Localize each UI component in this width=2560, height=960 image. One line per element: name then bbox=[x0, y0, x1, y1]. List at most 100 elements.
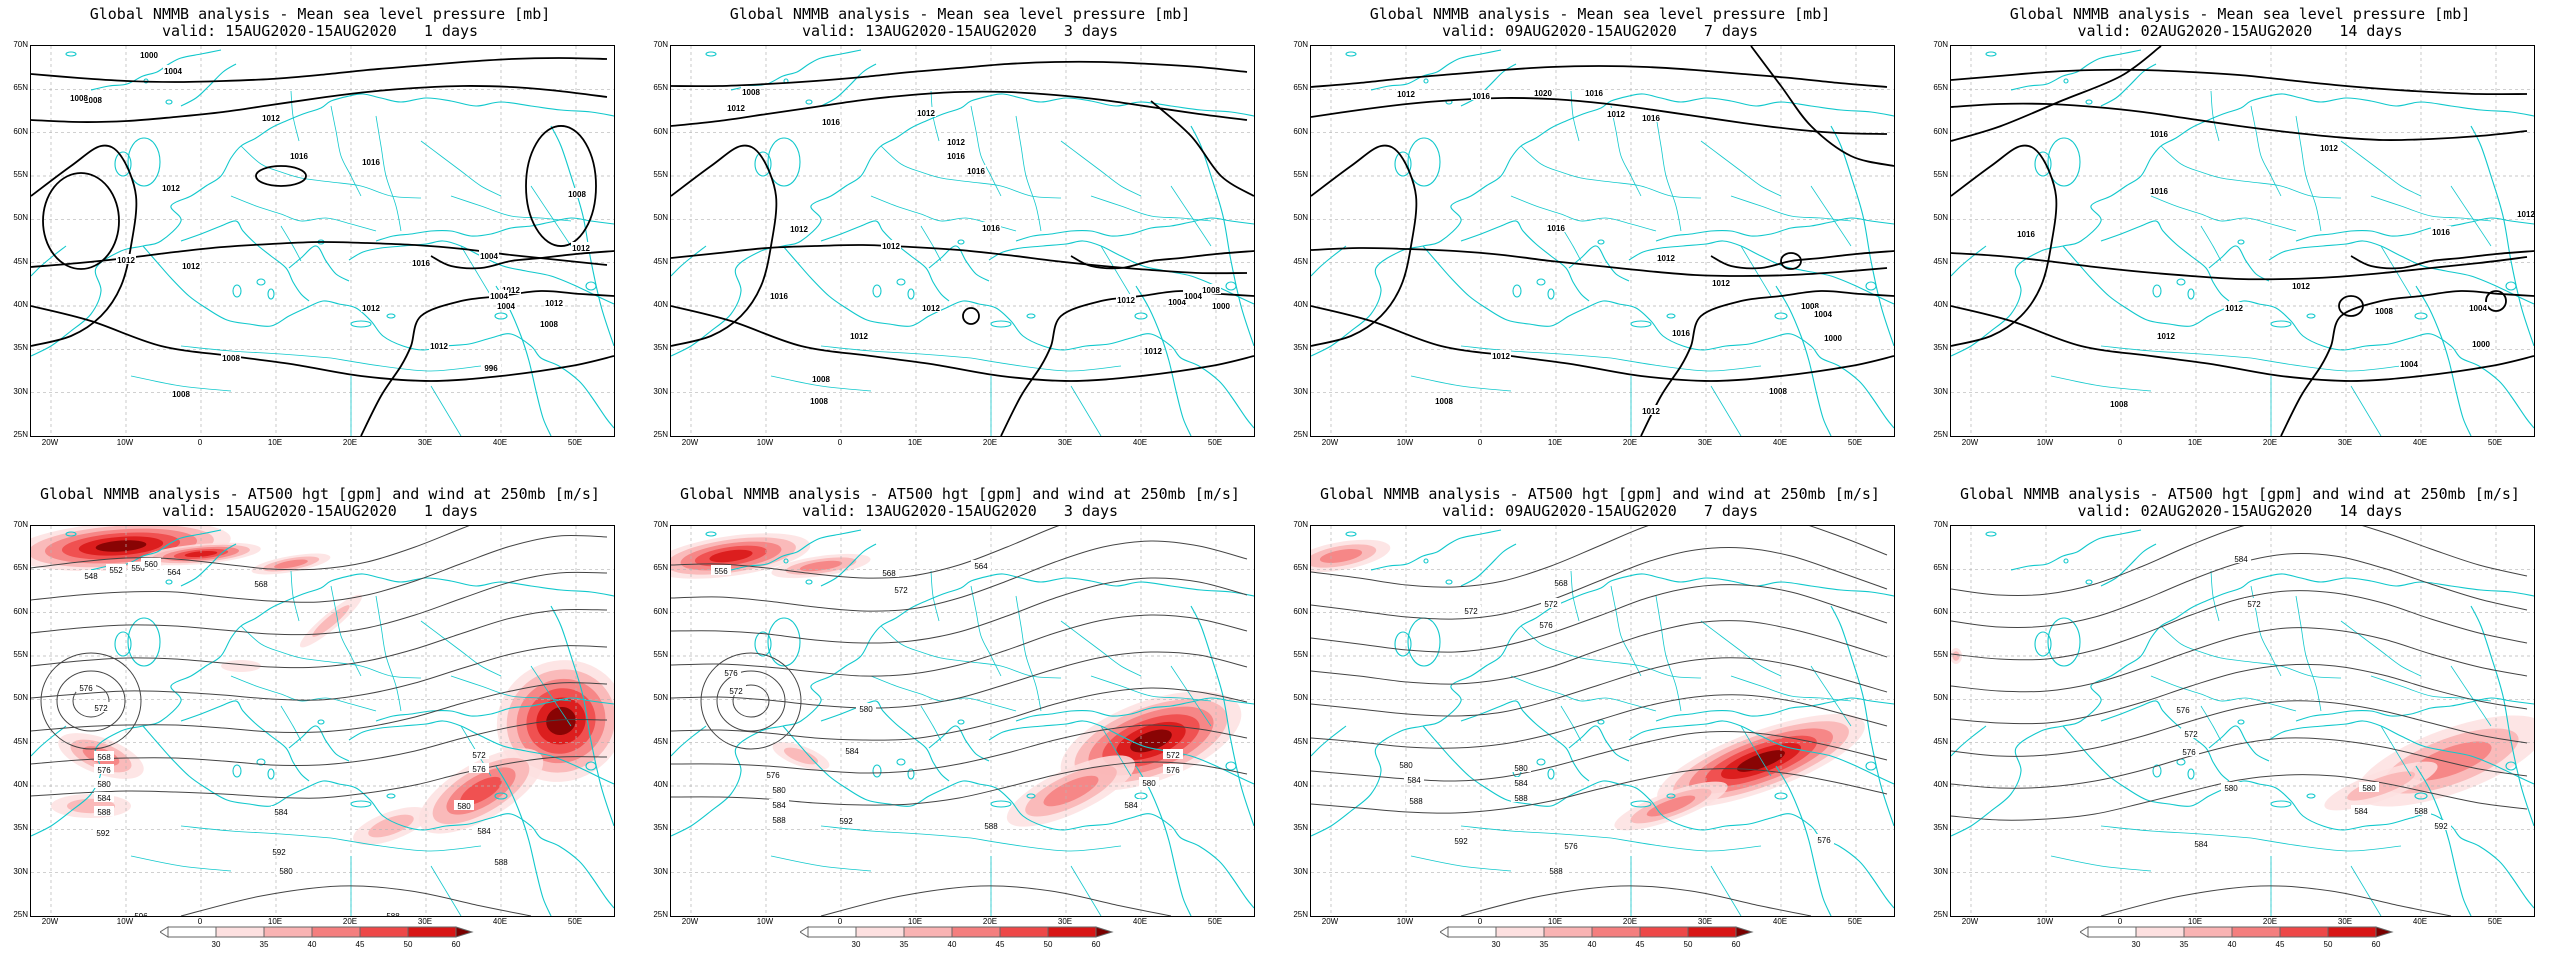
contour-label-bg bbox=[489, 290, 509, 300]
country-border bbox=[880, 625, 1062, 679]
colorbar-segment bbox=[1591, 926, 1641, 938]
latitude-tick-label: 30N bbox=[1293, 386, 1308, 396]
country-border bbox=[330, 837, 482, 852]
contour-label-bg bbox=[842, 745, 862, 755]
longitude-tick-label: 20E bbox=[2262, 438, 2278, 447]
country-border bbox=[290, 570, 300, 622]
latitude-tick-label: 70N bbox=[653, 40, 668, 49]
contour-label-bg bbox=[1584, 87, 1604, 97]
contour-label-bg bbox=[361, 156, 381, 166]
country-border bbox=[290, 90, 300, 142]
coastline-segment bbox=[1830, 605, 1894, 827]
height-contour-line bbox=[1951, 590, 2528, 661]
coastline-segment bbox=[2415, 285, 2472, 436]
contour-label-bg bbox=[269, 846, 289, 856]
contour-value-label: 1004 bbox=[490, 292, 508, 301]
coastline-segment bbox=[1190, 605, 1254, 827]
contour-label-bg bbox=[769, 814, 789, 824]
country-border bbox=[1070, 385, 1102, 436]
coastline-segment bbox=[1460, 220, 1590, 302]
country-border bbox=[1810, 665, 1852, 727]
isobar-line bbox=[1640, 290, 1894, 436]
colorbar-segment bbox=[2135, 926, 2185, 938]
country-border bbox=[420, 140, 502, 197]
island-outline bbox=[957, 239, 965, 245]
coastline-segment bbox=[2295, 217, 2534, 242]
country-border bbox=[1610, 105, 1642, 197]
map-canvas: 1016 1016 1016 1012 1016 1012 1012 1012 1008 1004… bbox=[1951, 46, 2534, 436]
contour-label-bg bbox=[763, 769, 783, 779]
wind-shade-band bbox=[799, 560, 843, 572]
country-border bbox=[1100, 725, 1132, 777]
height-contour-line bbox=[31, 645, 608, 701]
contour-label-bg bbox=[481, 362, 501, 372]
panel-title: Global NMMB analysis - AT500 hgt [gpm] a… bbox=[680, 485, 1240, 503]
height-contour-line bbox=[1951, 737, 2528, 789]
longitude-tick-label: 10E bbox=[267, 438, 283, 447]
coastline-segment bbox=[2062, 725, 2534, 909]
latitude-tick-label: 45N bbox=[1933, 736, 1948, 746]
contour-value-label: 1012 bbox=[502, 286, 520, 295]
country-border bbox=[970, 105, 1002, 197]
longitude-tick-label: 0 bbox=[837, 438, 843, 447]
contour-label-bg bbox=[2468, 302, 2488, 312]
colorbar-tick-label: 50 bbox=[1043, 940, 1053, 949]
lat-lon-grid bbox=[671, 46, 1254, 436]
island-outline bbox=[65, 51, 77, 57]
isobar-line bbox=[42, 172, 120, 270]
height-contour-line bbox=[700, 652, 802, 750]
latitude-tick-label: 40N bbox=[1293, 300, 1308, 309]
coastline-segment bbox=[1568, 725, 1630, 762]
isobar-line bbox=[1951, 102, 2528, 141]
longitude-tick-label: 10E bbox=[2187, 917, 2203, 926]
contour-label-bg bbox=[1167, 296, 1187, 306]
contour-value-label: 588 bbox=[97, 808, 111, 817]
contour-value-label: 1012 bbox=[2320, 144, 2338, 153]
map-frame: 584 572 576 572 576 580 584 588 592 580 584 bbox=[1950, 525, 2535, 917]
country-border bbox=[1570, 90, 1580, 142]
latitude-tick-label: 40N bbox=[13, 300, 28, 309]
contour-label-bg bbox=[2224, 302, 2244, 312]
island-outline bbox=[114, 631, 132, 657]
colorbar-tick-label: 50 bbox=[403, 940, 413, 949]
contour-value-label: 556 bbox=[131, 564, 145, 573]
contour-value-label: 564 bbox=[167, 568, 181, 577]
longitude-tick-label: 10W bbox=[756, 917, 774, 926]
contour-value-label: 576 bbox=[1166, 766, 1180, 775]
longitude-tick-label: 10W bbox=[756, 438, 774, 447]
longitude-tick-label: 30E bbox=[2337, 438, 2353, 447]
isobar-line bbox=[671, 305, 1254, 382]
island-outline bbox=[1026, 793, 1036, 799]
contour-value-label: 576 bbox=[2176, 706, 2190, 715]
coastline-segment bbox=[375, 217, 614, 242]
latitude-tick-label: 25N bbox=[653, 910, 668, 919]
contour-label-bg bbox=[2319, 142, 2339, 152]
panel-valid-period: valid: 09AUG2020-15AUG2020 7 days bbox=[1441, 22, 1759, 40]
contour-label-bg bbox=[2173, 704, 2193, 714]
contour-label-bg bbox=[571, 242, 591, 252]
longitude-tick-label: 10E bbox=[907, 438, 923, 447]
colorbar-tick-label: 60 bbox=[1091, 940, 1101, 949]
coastline-segment bbox=[495, 765, 552, 916]
contour-labels: 548 552 556 560 564 568 576 572 568 576 580 584 588 5… bbox=[76, 558, 511, 916]
coastline-segment bbox=[1951, 573, 2534, 837]
contour-label-bg bbox=[2191, 838, 2211, 848]
contour-label-bg bbox=[1471, 90, 1491, 100]
wind-speed-shading bbox=[1311, 539, 1865, 831]
latitude-tick-label: 50N bbox=[653, 213, 668, 223]
wind-shade-band bbox=[546, 706, 576, 736]
map-canvas: 548 552 556 560 564 568 576 572 568 576 580 584 588 5… bbox=[31, 526, 614, 916]
contour-value-label: 572 bbox=[1464, 607, 1478, 616]
coastline-segment bbox=[31, 573, 614, 837]
contour-label-bg bbox=[881, 240, 901, 250]
country-border bbox=[1520, 145, 1702, 199]
latitude-tick-label: 30N bbox=[13, 866, 28, 876]
longitude-tick-label: 10W bbox=[116, 917, 134, 926]
island-outline bbox=[1026, 313, 1036, 319]
wind-shade-band bbox=[1130, 729, 1172, 753]
coastline-segment bbox=[820, 63, 877, 107]
island-outline bbox=[2063, 558, 2069, 564]
coastline-segment bbox=[2415, 765, 2472, 916]
contour-value-label: 1008 bbox=[222, 354, 240, 363]
longitude-tick-label: 20E bbox=[1622, 917, 1638, 926]
